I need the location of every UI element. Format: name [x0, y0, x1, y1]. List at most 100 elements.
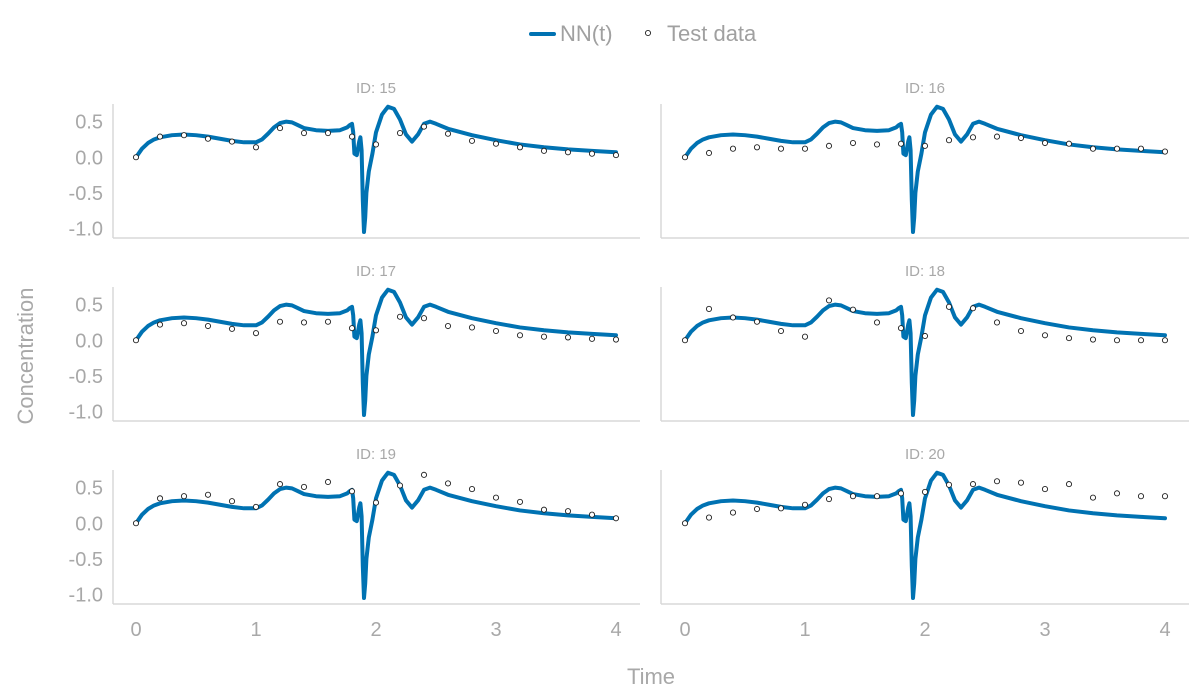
test-data-point — [516, 144, 524, 151]
test-data-point — [396, 482, 404, 489]
test-data-point — [324, 318, 332, 325]
test-data-point — [1041, 332, 1049, 339]
test-data-point — [132, 520, 140, 527]
panel-title: ID: 19 — [356, 446, 396, 463]
legend-test-data-marker — [644, 29, 652, 37]
y-tick-label: -0.5 — [69, 366, 103, 388]
x-tick-label: 3 — [1039, 619, 1050, 641]
test-data-point — [612, 336, 620, 343]
test-data-point — [849, 306, 857, 313]
test-data-point — [204, 491, 212, 498]
test-data-point — [897, 140, 905, 147]
test-data-point — [396, 313, 404, 320]
panel: ID: 16 — [660, 80, 1189, 239]
test-data-point — [1017, 479, 1025, 486]
test-data-point — [276, 125, 284, 132]
test-data-point — [372, 499, 380, 506]
y-tick-label: 0.0 — [75, 513, 103, 535]
test-data-point — [372, 327, 380, 334]
test-data-point — [420, 123, 428, 130]
test-data-point — [540, 147, 548, 154]
test-data-point — [753, 505, 761, 513]
test-data-point — [1041, 139, 1049, 147]
y-tick-label: -1.0 — [69, 401, 103, 423]
test-data-point — [801, 501, 809, 508]
nn-line — [134, 470, 618, 600]
test-data-point — [492, 140, 500, 147]
test-data-point — [921, 142, 929, 149]
y-tick-label: 0.5 — [75, 478, 103, 500]
test-data-point — [204, 135, 212, 142]
nn-line — [134, 104, 618, 234]
test-data-point — [228, 325, 236, 332]
test-data-point — [396, 129, 404, 137]
test-data-point — [1089, 494, 1097, 501]
test-data-point — [156, 133, 164, 140]
x-tick-label: 1 — [799, 619, 810, 641]
x-tick-label: 2 — [919, 619, 930, 641]
test-data-point — [444, 130, 452, 137]
test-data-point — [945, 481, 953, 488]
test-data-point — [1089, 336, 1097, 343]
test-data-point — [468, 486, 476, 493]
test-data-point — [564, 334, 572, 341]
test-data-point — [468, 137, 476, 144]
test-data-point — [873, 319, 881, 326]
test-data-point — [921, 332, 929, 340]
test-data-point — [1137, 493, 1145, 500]
test-data-point — [420, 315, 428, 322]
panel-title: ID: 20 — [905, 446, 945, 463]
test-data-point — [1041, 486, 1049, 493]
nn-line — [683, 104, 1167, 234]
x-axis-label: Time — [627, 664, 675, 689]
test-data-point — [588, 511, 596, 518]
nn-line — [683, 287, 1167, 417]
test-data-point — [180, 320, 188, 327]
test-data-point — [276, 481, 284, 488]
x-tick-label: 4 — [610, 619, 621, 641]
panel: ID: 20 0 1 2 3 4 — [660, 446, 1189, 641]
test-data-point — [468, 324, 476, 331]
test-data-point — [1113, 490, 1121, 497]
test-data-point — [516, 332, 524, 339]
test-data-point — [849, 493, 857, 500]
test-data-point — [588, 150, 596, 157]
test-data-point — [324, 129, 332, 137]
y-tick-label: -0.5 — [69, 549, 103, 571]
test-data-point — [801, 145, 809, 152]
legend: NN(t) Test data — [529, 21, 757, 46]
test-data-point — [873, 141, 881, 148]
x-tick-label: 2 — [370, 619, 381, 641]
test-data-point — [1089, 145, 1097, 152]
test-data-point — [156, 321, 164, 328]
nn-line — [134, 287, 618, 417]
legend-nn-label: NN(t) — [560, 21, 613, 46]
test-data-point — [777, 505, 785, 512]
test-data-point — [1065, 481, 1073, 488]
test-data-point — [1065, 335, 1073, 342]
test-data-point — [1017, 327, 1025, 335]
test-data-point — [825, 495, 833, 503]
panels: ID: 15 0.5 0.0 -0.5 -1.0 ID: 16 ID: 17 0.5 0.0 -0… — [69, 80, 1189, 641]
test-data-point — [777, 145, 785, 152]
panel-title: ID: 16 — [905, 80, 945, 97]
test-data-point — [180, 493, 188, 500]
test-data-point — [801, 333, 809, 340]
test-data-point — [588, 335, 596, 342]
y-axis-label: Concentration — [13, 288, 38, 425]
test-data-point — [204, 322, 212, 330]
test-data-point — [252, 144, 260, 151]
y-tick-label: 0.0 — [75, 147, 103, 169]
test-data-point — [156, 495, 164, 502]
test-data-point — [252, 330, 260, 337]
test-data-point — [1137, 337, 1145, 344]
y-tick-label: -0.5 — [69, 183, 103, 205]
test-data-point — [180, 132, 188, 139]
test-data-point — [729, 145, 737, 152]
test-data-point — [849, 139, 857, 147]
test-data-point — [969, 134, 977, 141]
test-data-point — [705, 514, 713, 521]
test-data-point — [681, 154, 689, 161]
panel-title: ID: 15 — [356, 80, 396, 97]
